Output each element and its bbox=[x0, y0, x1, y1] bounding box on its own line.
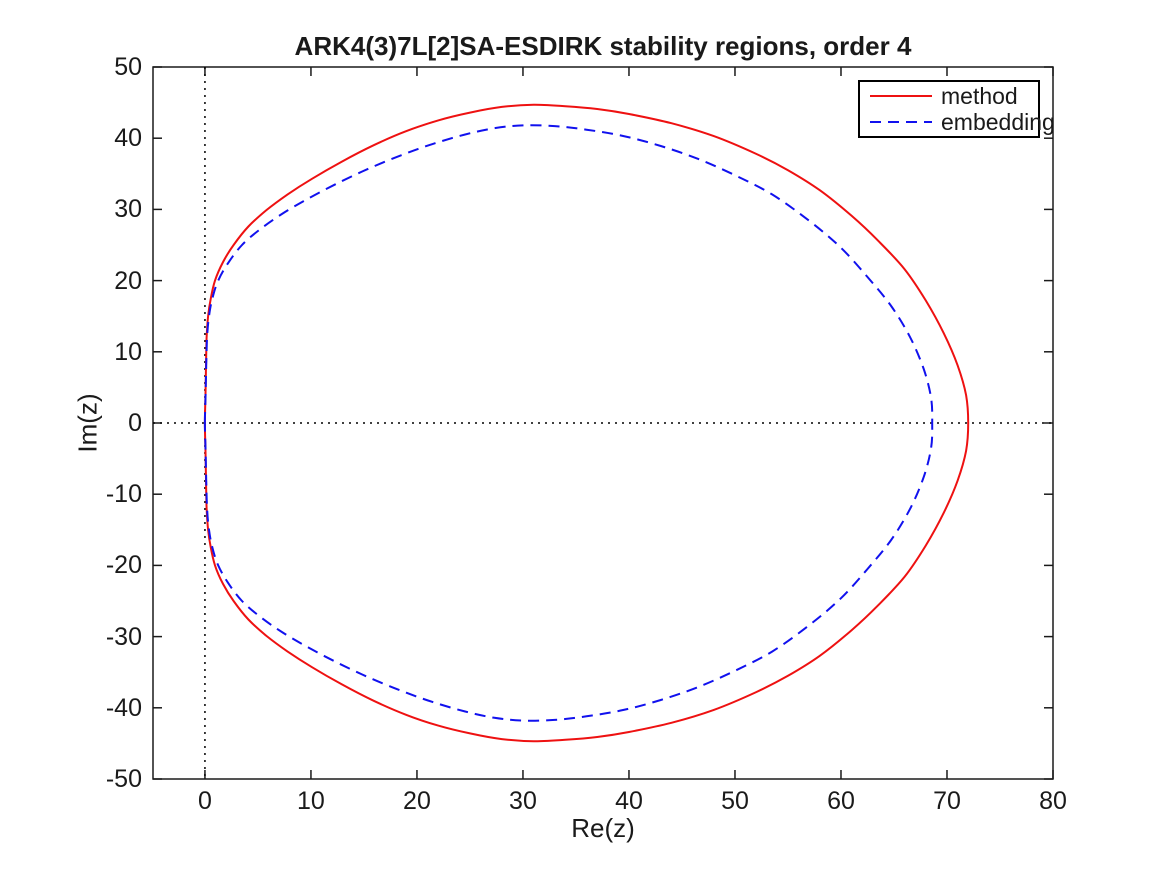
x-tick-label: 50 bbox=[721, 787, 749, 815]
y-tick-label: -40 bbox=[105, 693, 142, 722]
legend-entry-method: method bbox=[870, 84, 1038, 108]
y-tick-label: 30 bbox=[114, 195, 142, 224]
x-tick-label: 30 bbox=[509, 787, 537, 815]
x-tick-label: 80 bbox=[1039, 787, 1067, 815]
legend: method embedding bbox=[858, 80, 1055, 138]
legend-label-method: method bbox=[941, 83, 1018, 109]
y-tick-label: -50 bbox=[105, 765, 142, 793]
embedding-line-sample bbox=[870, 121, 932, 123]
legend-label-embedding: embedding bbox=[941, 109, 1055, 135]
x-tick-label: 10 bbox=[297, 787, 325, 815]
y-tick-label: 50 bbox=[114, 53, 142, 81]
embedding-curve bbox=[203, 124, 934, 722]
y-tick-label: -30 bbox=[105, 622, 142, 651]
x-axis-label: Re(z) bbox=[571, 813, 635, 843]
x-tick-label: 70 bbox=[933, 787, 961, 815]
x-tick-label: 20 bbox=[403, 787, 431, 815]
y-tick-label: 20 bbox=[114, 266, 142, 295]
x-tick-label: 0 bbox=[197, 787, 212, 815]
plot-title: ARK4(3)7L[2]SA-ESDIRK stability regions,… bbox=[294, 31, 912, 61]
x-tick-label: 60 bbox=[827, 787, 855, 815]
y-tick-label: -10 bbox=[105, 480, 142, 509]
y-tick-label: 40 bbox=[114, 124, 142, 153]
method-curve bbox=[203, 103, 970, 743]
y-tick-label: 10 bbox=[114, 337, 142, 366]
legend-entry-embedding: embedding bbox=[870, 110, 1055, 134]
x-tick-label: 40 bbox=[615, 787, 643, 815]
y-tick-label: -20 bbox=[105, 551, 142, 580]
y-tick-label: 0 bbox=[128, 409, 142, 437]
method-line-sample bbox=[870, 95, 932, 97]
